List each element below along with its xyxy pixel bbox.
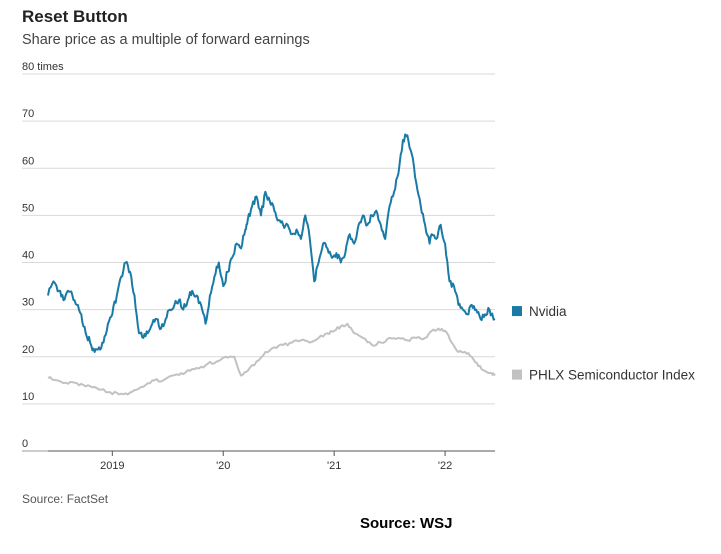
legend-swatch-phlx-semiconductor-index bbox=[512, 369, 522, 380]
x-tick-label-2021: '21 bbox=[327, 460, 341, 472]
y-tick-label-0: 0 bbox=[22, 438, 28, 450]
y-tick-label-80: 80 times bbox=[22, 61, 64, 73]
series-line-nvidia bbox=[47, 133, 496, 353]
x-axis: 2019 '20 '21 '22 bbox=[48, 450, 495, 472]
y-tick-label-50: 50 bbox=[22, 202, 34, 214]
series-line-phlx-semiconductor-index bbox=[47, 322, 496, 396]
legend-label-nvidia: Nvidia bbox=[529, 304, 567, 319]
y-tick-label-30: 30 bbox=[22, 297, 34, 309]
source-note: Source: FactSet bbox=[22, 492, 109, 506]
chart-subtitle: Share price as a multiple of forward ear… bbox=[22, 32, 310, 48]
x-tick-label-2022: '22 bbox=[438, 460, 452, 472]
source-wsj: Source: WSJ bbox=[360, 515, 453, 532]
series-lines bbox=[47, 133, 496, 396]
y-tick-label-20: 20 bbox=[22, 344, 34, 356]
y-tick-label-60: 60 bbox=[22, 155, 34, 167]
chart-title: Reset Button bbox=[22, 7, 128, 26]
x-tick-label-2020: '20 bbox=[216, 460, 230, 472]
legend-swatch-nvidia bbox=[512, 306, 522, 317]
gridlines bbox=[22, 73, 495, 452]
y-tick-label-40: 40 bbox=[22, 250, 34, 262]
y-tick-label-70: 70 bbox=[22, 108, 34, 120]
y-tick-label-10: 10 bbox=[22, 391, 34, 403]
legend: Nvidia PHLX Semiconductor Index bbox=[512, 304, 695, 383]
y-axis-ticks: 0 10 20 30 40 50 60 70 80 times bbox=[22, 61, 64, 450]
x-tick-label-2019: 2019 bbox=[100, 460, 124, 472]
legend-label-phlx-semiconductor-index: PHLX Semiconductor Index bbox=[529, 368, 695, 383]
